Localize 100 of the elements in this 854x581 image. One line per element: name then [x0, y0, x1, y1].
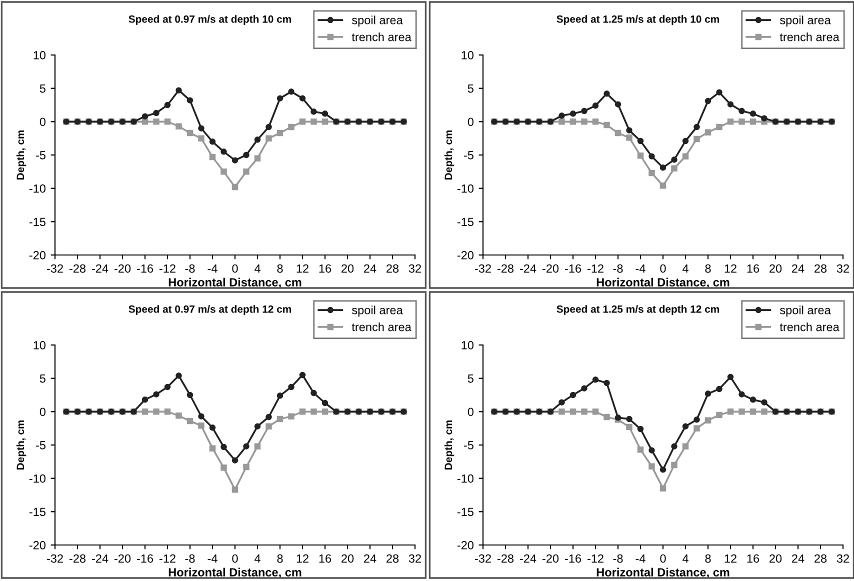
y-tick-label: 0	[40, 118, 46, 126]
x-tick-label: -16	[136, 264, 154, 273]
y-tick-label: 10	[34, 51, 46, 60]
x-tick-label: -24	[92, 554, 108, 563]
y-tick-label: 5	[40, 84, 46, 93]
x-tick-label: -8	[185, 264, 195, 273]
x-axis-title: Horizontal Distance, cm	[168, 568, 302, 578]
x-tick-label: 24	[364, 264, 376, 273]
x-tick-label: -4	[636, 554, 646, 563]
x-tick-label: 32	[408, 554, 421, 563]
x-tick-label: 12	[724, 554, 736, 563]
x-tick-label: 4	[254, 264, 260, 273]
x-tick-label: -16	[136, 554, 154, 563]
x-tick-label: -20	[114, 554, 131, 563]
x-tick-label: 16	[747, 264, 760, 273]
x-tick-label: 8	[705, 264, 711, 273]
y-tick-label: -20	[29, 541, 46, 550]
x-tick-label: 8	[277, 264, 283, 273]
x-tick-label: 20	[770, 554, 782, 563]
y-tick-label: -20	[457, 541, 474, 550]
x-tick-label: -16	[564, 554, 582, 563]
y-tick-label: -15	[457, 218, 474, 226]
x-tick-label: 12	[296, 554, 308, 563]
x-tick-label: -20	[542, 554, 559, 563]
y-axis-title: Depth, cm	[444, 420, 454, 470]
x-tick-label: -24	[92, 264, 108, 273]
x-tick-label: 12	[296, 264, 308, 273]
y-tick-label: 5	[468, 374, 474, 383]
x-tick-label: 0	[660, 554, 666, 563]
x-tick-label: 24	[792, 554, 804, 563]
x-tick-label: -12	[587, 554, 604, 563]
y-tick-label: -20	[457, 251, 474, 260]
y-tick-label: 0	[40, 408, 46, 416]
x-tick-label: 32	[836, 554, 849, 563]
chart-title: Speed at 1.25 m/s at depth 10 cm	[556, 15, 719, 25]
x-tick-label: -24	[520, 264, 536, 273]
x-tick-label: 4	[682, 554, 688, 563]
x-tick-label: 24	[792, 264, 804, 273]
legend-label: trench area	[352, 32, 412, 42]
x-tick-label: 32	[836, 264, 849, 273]
x-tick-label: -4	[208, 264, 218, 273]
legend-label: trench area	[780, 32, 840, 42]
x-tick-label: -32	[474, 554, 491, 563]
y-axis-title: Depth, cm	[444, 130, 454, 180]
x-tick-label: -12	[159, 554, 176, 563]
chart-title: Speed at 0.97 m/s at depth 12 cm	[128, 305, 291, 315]
x-tick-label: -4	[636, 264, 646, 273]
x-tick-label: 28	[814, 554, 827, 563]
x-tick-label: -12	[587, 264, 604, 273]
y-tick-label: 5	[468, 84, 474, 93]
chart-title: Speed at 1.25 m/s at depth 12 cm	[556, 305, 719, 315]
y-tick-label: -15	[29, 508, 46, 516]
x-tick-label: -24	[520, 554, 536, 563]
x-tick-label: 28	[814, 264, 827, 273]
y-axis-title: Depth, cm	[16, 420, 26, 470]
x-tick-label: 16	[319, 264, 332, 273]
x-tick-label: 0	[660, 264, 666, 273]
y-tick-label: 0	[468, 408, 474, 416]
x-tick-label: 24	[364, 554, 376, 563]
x-tick-label: 28	[386, 554, 399, 563]
y-tick-label: -15	[457, 508, 474, 516]
x-tick-label: 8	[277, 554, 283, 563]
legend-label: spoil area	[780, 16, 831, 27]
x-axis-title: Horizontal Distance, cm	[596, 278, 730, 288]
y-axis-title: Depth, cm	[16, 130, 26, 180]
x-axis-title: Horizontal Distance, cm	[168, 278, 302, 288]
y-tick-label: -5	[464, 151, 474, 160]
x-tick-label: -32	[46, 264, 63, 273]
y-tick-label: 10	[462, 341, 474, 350]
x-tick-label: -8	[185, 554, 195, 563]
x-tick-label: 4	[254, 554, 260, 563]
x-tick-label: -12	[159, 264, 176, 273]
x-tick-label: -20	[114, 264, 131, 273]
chart-title: Speed at 0.97 m/s at depth 10 cm	[128, 15, 291, 25]
y-tick-label: -5	[464, 441, 474, 450]
y-tick-label: -20	[29, 251, 46, 260]
legend-label: spoil area	[352, 16, 403, 27]
y-tick-label: 5	[40, 374, 46, 383]
x-tick-label: 28	[386, 264, 399, 273]
x-tick-label: 20	[342, 264, 354, 273]
x-axis-title: Horizontal Distance, cm	[596, 568, 730, 578]
legend-label: spoil area	[780, 306, 831, 317]
x-tick-label: 16	[319, 554, 332, 563]
y-tick-label: -10	[457, 184, 474, 193]
y-tick-label: -10	[29, 474, 46, 483]
x-tick-label: 20	[342, 554, 354, 563]
y-tick-label: 0	[468, 118, 474, 126]
legend-label: trench area	[352, 322, 412, 332]
x-tick-label: 16	[747, 554, 760, 563]
x-tick-label: -32	[46, 554, 63, 563]
x-tick-label: 12	[724, 264, 736, 273]
y-tick-label: -10	[457, 474, 474, 483]
x-tick-label: -28	[497, 554, 514, 563]
x-tick-label: -8	[613, 264, 623, 273]
x-tick-label: 0	[232, 264, 238, 273]
x-tick-label: 8	[705, 554, 711, 563]
y-tick-label: 10	[462, 51, 474, 60]
x-tick-label: -28	[69, 264, 86, 273]
y-tick-label: -5	[36, 441, 46, 450]
y-tick-label: -15	[29, 218, 46, 226]
